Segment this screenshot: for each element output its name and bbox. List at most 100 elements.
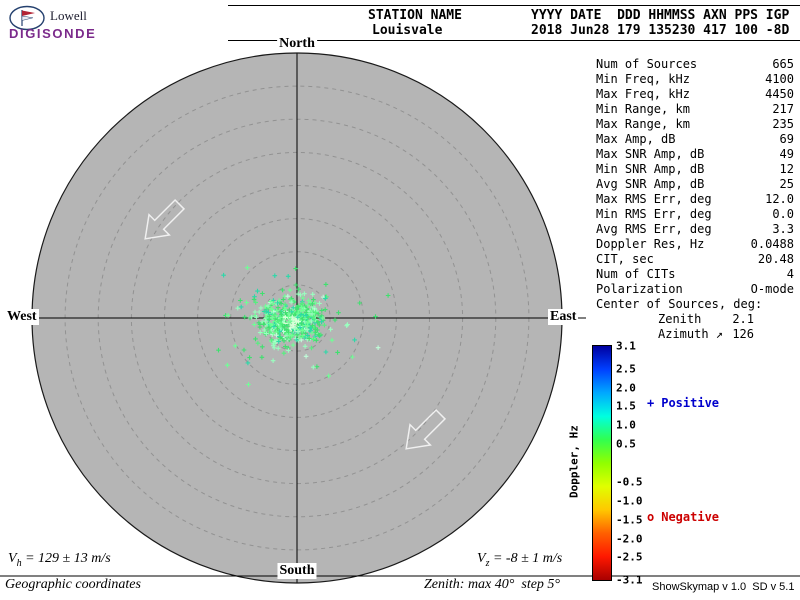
source-point [264,315,269,321]
source-point [306,336,312,341]
stat-label: Max Freq, kHz [596,87,690,101]
stat-value: 4100 [765,72,794,86]
source-point [322,307,328,312]
stat-value: 665 [772,57,794,71]
stat-row: Doppler Res, Hz 0.0488 [596,237,794,252]
source-point [256,320,262,326]
source-point [255,288,260,294]
source-point [252,322,257,327]
source-point [259,355,265,360]
source-point [310,292,315,297]
stat-label: Num of Sources [596,57,698,71]
source-point [285,323,291,329]
source-point [319,319,324,324]
source-point [251,297,257,302]
vz-subscript: z [485,557,490,569]
source-point [295,314,301,320]
source-point [323,282,329,287]
source-point [279,312,284,317]
stat-label: Min Range, km [596,102,690,116]
source-point [309,311,315,317]
source-point [301,306,307,312]
source-point [291,322,296,327]
stat-value: 217 [772,102,794,116]
header-rule-bottom [228,40,800,41]
vh-value: = 129 ± 13 m/s [21,551,111,566]
source-point [260,291,265,296]
source-point [272,273,278,278]
source-point [323,296,328,301]
source-point [242,314,247,320]
source-point [313,310,318,315]
source-point [265,303,271,309]
stat-label: Num of CITs [596,267,676,281]
source-point [216,347,221,353]
source-point [320,315,326,321]
source-point [282,302,288,307]
source-point [319,308,325,313]
source-point [290,342,296,348]
source-point [280,287,285,293]
source-point [299,305,304,310]
stat-label: Max RMS Err, deg [596,192,712,206]
lowell-flag-icon [9,5,45,31]
compass-label-south: South [277,563,317,579]
source-point [269,315,275,321]
source-point [255,340,261,346]
source-point [285,274,291,279]
source-point [275,346,281,351]
source-point [289,333,295,338]
source-point [263,318,268,324]
source-point [300,295,306,301]
source-point [293,282,299,288]
source-point [283,344,288,349]
stat-row: Min SNR Amp, dB 12 [596,162,794,177]
source-point [328,327,333,332]
stat-value: 2.1 [732,312,754,326]
stat-row: Max SNR Amp, dB 49 [596,147,794,162]
source-point [295,329,301,335]
colorbar-tick: 1.5 [616,399,636,413]
source-point [270,358,276,363]
source-point [317,301,322,306]
source-point [311,316,317,322]
source-point [258,305,264,311]
source-point [311,364,316,370]
colorbar-axis-label: Doppler, Hz [567,425,581,498]
source-point [311,297,316,302]
stat-row: Azimuth ↗ 126 [658,327,754,342]
source-point [276,319,281,324]
source-point [225,362,230,368]
negative-legend-text: Negative [661,510,720,524]
source-point [245,360,251,366]
version-caption: ShowSkymap v 1.0 SD v 5.1 [652,581,795,593]
logo-digisonde-text: DIGISONDE [9,26,97,41]
source-point [299,321,305,327]
station-name-label: STATION NAME [368,8,462,23]
flag-lower [21,15,34,21]
source-point [314,338,319,343]
source-point [286,348,291,353]
stat-label: Zenith [658,312,702,326]
source-point [309,330,315,336]
stat-label: Azimuth ↗ [658,327,724,341]
source-point [287,287,293,293]
source-point [296,286,301,292]
source-point [311,337,316,342]
source-point [264,313,270,318]
source-point [271,343,276,348]
source-point [286,319,292,325]
source-point [275,300,280,306]
vertical-velocity-readout: Vz = -8 ± 1 m/s [477,551,562,569]
colorbar-tick: 2.0 [616,381,636,394]
vz-letter: V [477,551,486,566]
source-point [286,330,291,335]
coordinates-caption: Geographic coordinates [5,577,141,592]
source-point [277,309,283,315]
station-name-value: Louisvale [372,23,443,38]
source-point [375,345,381,350]
source-point [302,291,307,296]
source-point [332,317,338,323]
source-point [302,316,308,321]
stats-panel: Num of Sources 665 Min Freq, kHz 4100 Max Fr… [596,57,794,342]
